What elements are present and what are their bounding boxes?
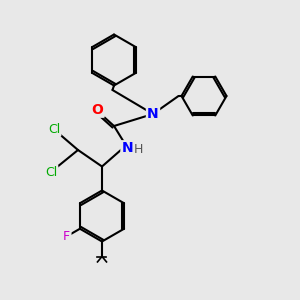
Text: O: O — [92, 103, 104, 116]
Text: Cl: Cl — [48, 122, 60, 136]
Text: N: N — [147, 107, 159, 121]
Text: N: N — [122, 142, 133, 155]
Text: Cl: Cl — [45, 166, 57, 179]
Text: F: F — [63, 230, 70, 244]
Text: H: H — [134, 142, 143, 156]
